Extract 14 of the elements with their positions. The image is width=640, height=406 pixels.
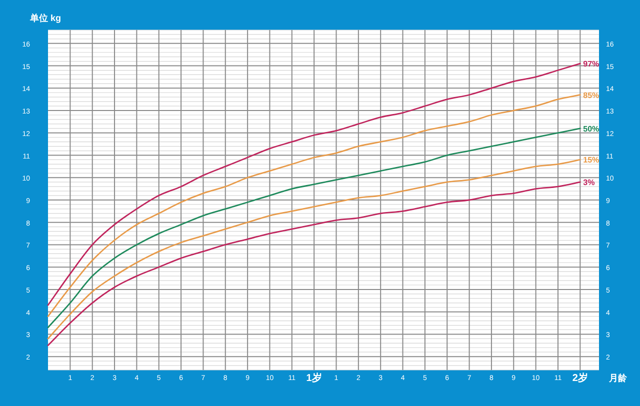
line-series [47, 128, 581, 328]
x-tick-label: 2岁 [572, 372, 588, 384]
line-series [47, 159, 581, 340]
series-label: 85% [583, 90, 600, 100]
series-label: 15% [583, 156, 600, 165]
series-label: 3% [583, 178, 595, 188]
series-label: 97% [583, 60, 600, 69]
line-series [47, 62, 581, 306]
series-label: 50% [583, 124, 600, 134]
x-axis-title: 月龄 [608, 373, 628, 383]
line-series [47, 181, 581, 346]
y-axis-title: 单位 kg [29, 13, 62, 23]
line-series [47, 94, 581, 318]
x-tick-label: 1岁 [306, 372, 322, 384]
